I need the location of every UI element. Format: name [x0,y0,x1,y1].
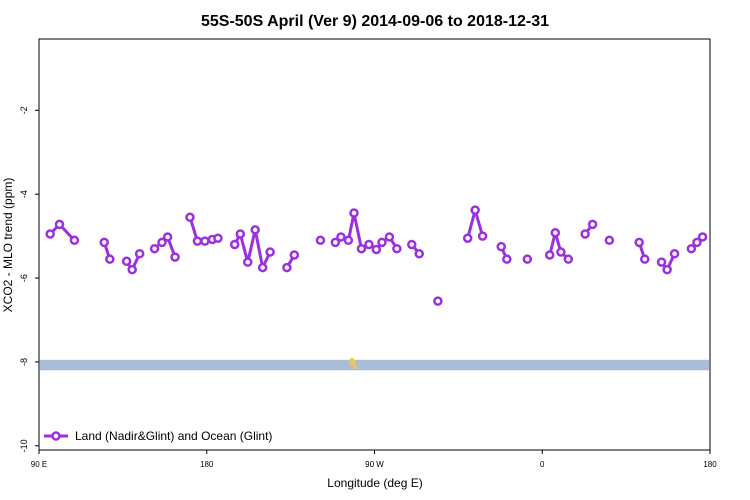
data-point [377,237,387,248]
band-accent-mark [352,364,357,370]
y-tick-label: -8 [19,358,29,366]
data-point [282,262,292,273]
data-point [192,236,203,246]
series-layer [45,205,708,306]
y-axis: -10 -8 -6 -4 -2 [19,106,39,452]
data-point [229,239,240,250]
data-point [640,254,650,264]
data-point [371,244,382,255]
data-point [265,247,275,257]
ocean-band [40,359,709,371]
data-point [656,257,667,267]
data-point [580,229,590,239]
data-point [127,264,137,275]
data-point [235,229,246,239]
data-point [349,208,359,218]
data-point [392,243,402,254]
data-point [662,264,672,275]
data-point [289,250,300,260]
legend-label: Land (Nadir&Glint) and Ocean (Glint) [75,429,272,443]
legend-marker-swatch [51,431,61,441]
data-point [162,232,173,242]
data-point [502,254,512,264]
data-point [185,212,195,222]
series-line-segment [548,231,570,261]
ocean-band-layer [40,357,709,371]
data-point [121,256,132,267]
data-point [343,235,354,246]
data-point [604,235,615,246]
data-point [407,239,417,250]
legend: Land (Nadir&Glint) and Ocean (Glint) [44,429,272,443]
x-tick-label: 180 [703,460,717,469]
data-point [243,257,253,267]
data-point [433,296,443,306]
data-point [550,228,561,238]
y-tick-label: -2 [19,106,29,114]
chart-title: 55S-50S April (Ver 9) 2014-09-06 to 2018… [201,13,549,30]
data-point [697,232,708,242]
data-point [556,247,566,257]
data-point [692,237,702,248]
data-point [213,233,223,243]
data-point [477,231,488,241]
x-tick-label: 0 [540,460,545,469]
data-point [157,237,167,248]
data-point [356,243,367,254]
data-point [200,236,210,246]
data-point [686,243,697,254]
data-point [69,235,80,246]
y-tick-label: -4 [19,190,29,198]
x-axis-label: Longitude (deg E) [327,476,422,490]
data-point [170,252,180,262]
data-point [669,248,680,259]
x-tick-label: 90 W [365,460,384,469]
data-point [336,232,346,242]
data-point [496,241,506,252]
data-point [99,237,109,248]
data-point [54,219,65,230]
data-point [134,248,145,259]
data-point [462,233,473,243]
data-point [384,232,395,242]
data-point [315,235,326,246]
x-tick-label: 180 [200,460,214,469]
data-point [414,248,424,259]
data-point [364,239,374,250]
data-point [257,262,268,273]
data-point [330,237,341,248]
y-tick-label: -10 [19,439,29,452]
band-accent-mark [349,357,356,366]
data-point [45,229,55,239]
data-point [634,237,644,248]
data-point [522,254,533,264]
data-point [149,243,160,254]
data-point [544,250,555,260]
x-tick-label: 90 E [31,460,47,469]
data-point [470,205,480,215]
y-tick-label: -6 [19,274,29,282]
data-point [563,254,574,264]
y-axis-label: XCO2 - MLO trend (ppm) [1,178,15,313]
data-point [250,225,260,235]
data-point [105,254,115,264]
data-point [587,219,598,230]
x-axis: 90 E 180 90 W 0 180 [31,450,717,469]
